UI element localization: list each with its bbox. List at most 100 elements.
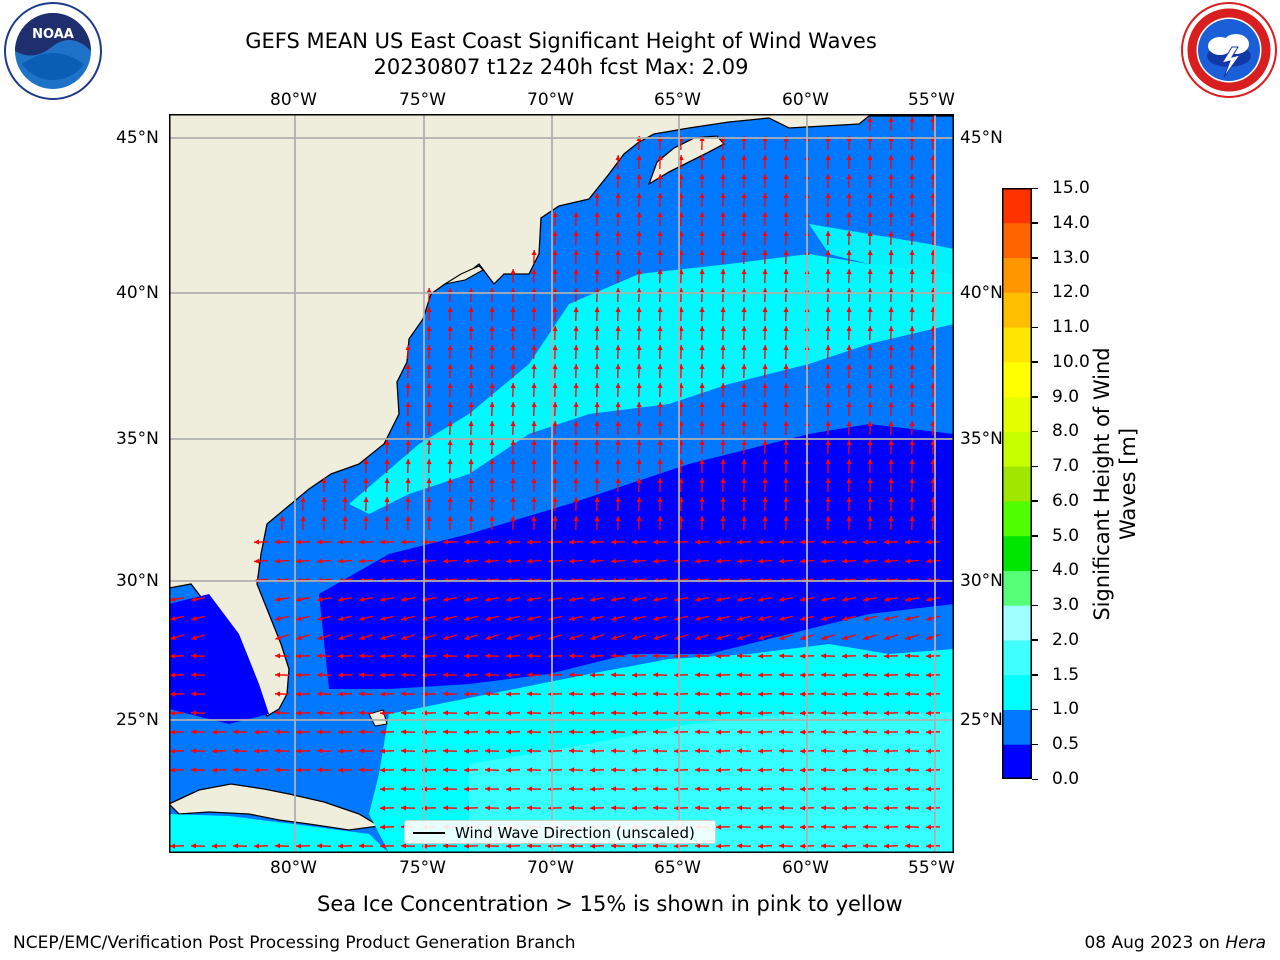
wave-direction-arrowhead <box>426 402 432 408</box>
wave-direction-arrowhead <box>485 748 491 754</box>
wave-direction-arrowhead <box>695 672 701 678</box>
wave-direction-arrowhead <box>380 710 386 716</box>
wave-direction-arrowhead <box>464 596 470 602</box>
wave-direction-arrowhead <box>401 691 407 697</box>
wave-direction-arrowhead <box>888 155 894 161</box>
wave-direction-arrowhead <box>401 843 407 849</box>
wave-direction-arrowhead <box>842 616 848 621</box>
wave-direction-arrowhead <box>720 364 726 370</box>
wave-direction-arrowhead <box>657 326 663 332</box>
wave-direction-arrowhead <box>846 269 852 275</box>
wave-direction-arrowhead <box>506 635 512 641</box>
wave-direction-arrowhead <box>842 805 848 811</box>
colorbar-tick-mark <box>1032 187 1038 189</box>
wave-direction-arrowhead <box>485 805 491 811</box>
wave-direction-arrowhead <box>657 193 663 199</box>
wave-direction-arrowhead <box>426 326 432 332</box>
wave-direction-arrowhead <box>737 748 743 754</box>
wave-direction-arrowhead <box>573 212 579 218</box>
wave-direction-arrowhead <box>384 440 390 446</box>
wave-direction-arrowhead <box>552 516 558 522</box>
lon-bottom-65: 65°W <box>654 858 701 878</box>
wave-direction-arrowhead <box>867 383 873 389</box>
wave-direction-arrowhead <box>552 212 558 218</box>
wave-direction-arrowhead <box>741 250 747 256</box>
wave-direction-arrowhead <box>674 729 680 735</box>
wave-direction-arrowhead <box>905 539 911 545</box>
wave-direction-arrowhead <box>170 767 176 773</box>
wave-direction-arrowhead <box>380 616 386 621</box>
wave-direction-arrowhead <box>363 516 369 522</box>
chart-title-line2: 20230807 t12z 240h fcst Max: 2.09 <box>373 55 749 79</box>
wave-direction-arrowhead <box>779 596 785 602</box>
wave-direction-arrowhead <box>296 596 302 602</box>
wave-direction-arrowhead <box>825 269 831 275</box>
wave-direction-arrowhead <box>552 345 558 351</box>
wave-direction-arrowhead <box>380 635 386 641</box>
wave-direction-arrowhead <box>611 672 617 678</box>
wave-direction-arrowhead <box>632 616 638 621</box>
colorbar-tick-label: 0.5 <box>1052 734 1080 755</box>
wave-direction-arrowhead <box>783 250 789 256</box>
wave-direction-arrowhead <box>758 616 764 621</box>
wave-direction-arrowhead <box>615 383 621 389</box>
wave-direction-arrowhead <box>737 786 743 792</box>
wave-direction-arrowhead <box>405 497 411 503</box>
wave-direction-arrowhead <box>485 767 491 773</box>
wave-direction-arrowhead <box>926 729 932 735</box>
wave-direction-arrowhead <box>552 231 558 237</box>
wave-direction-arrowhead <box>905 635 911 641</box>
wave-direction-arrowhead <box>573 459 579 465</box>
wave-direction-arrowhead <box>674 653 680 659</box>
wave-direction-arrowhead <box>590 616 596 621</box>
wave-direction-arrowhead <box>762 326 768 332</box>
wave-direction-arrowhead <box>611 596 617 602</box>
wave-direction-arrowhead <box>485 653 491 659</box>
colorbar-tick-label: 13.0 <box>1052 247 1090 268</box>
wave-direction-arrowhead <box>464 691 470 697</box>
wave-direction-arrowhead <box>905 710 911 716</box>
wave-direction-arrowhead <box>632 767 638 773</box>
wave-direction-arrowhead <box>317 616 323 621</box>
wave-direction-arrowhead <box>552 440 558 446</box>
wave-direction-arrowhead <box>926 653 932 659</box>
wave-direction-arrowhead <box>506 786 512 792</box>
wave-direction-arrowhead <box>867 516 873 522</box>
wave-direction-arrowhead <box>338 843 344 849</box>
wave-direction-arrowhead <box>594 497 600 503</box>
wave-direction-arrowhead <box>527 596 533 602</box>
wave-direction-arrowhead <box>741 345 747 351</box>
wave-direction-arrowhead <box>447 326 453 332</box>
wave-direction-arrowhead <box>653 672 659 678</box>
colorbar-tick-mark <box>1032 222 1038 224</box>
wave-direction-arrowhead <box>636 269 642 275</box>
wave-direction-arrowhead <box>615 345 621 351</box>
wave-direction-arrowhead <box>846 231 852 237</box>
wave-direction-arrowhead <box>741 193 747 199</box>
wave-direction-arrowhead <box>905 653 911 659</box>
wave-direction-arrowhead <box>405 421 411 427</box>
wave-direction-arrowhead <box>926 805 932 811</box>
wave-direction-arrowhead <box>695 786 701 792</box>
wave-direction-arrowhead <box>531 250 537 256</box>
wave-direction-arrowhead <box>170 616 176 621</box>
wave-direction-arrowhead <box>720 440 726 446</box>
colorbar-label: Significant Height of Wind Waves [m] <box>1089 347 1141 620</box>
wave-direction-arrowhead <box>317 748 323 754</box>
wave-direction-arrowhead <box>720 497 726 503</box>
wave-direction-arrowhead <box>632 653 638 659</box>
wave-direction-arrowhead <box>909 193 915 199</box>
wave-direction-arrowhead <box>842 558 848 564</box>
wave-direction-arrowhead <box>800 616 806 621</box>
wave-direction-arrowhead <box>359 558 365 564</box>
wave-direction-arrowhead <box>636 497 642 503</box>
wave-direction-arrowhead <box>552 364 558 370</box>
colorbar-segment <box>1002 292 1032 328</box>
wave-direction-arrowhead <box>506 691 512 697</box>
wave-direction-arrowhead <box>741 516 747 522</box>
wave-direction-arrowhead <box>636 364 642 370</box>
colorbar-tick-label: 2.0 <box>1052 629 1080 650</box>
colorbar-tick-label: 14.0 <box>1052 212 1090 233</box>
wave-direction-arrowhead <box>762 193 768 199</box>
wave-direction-arrowhead <box>443 616 449 621</box>
